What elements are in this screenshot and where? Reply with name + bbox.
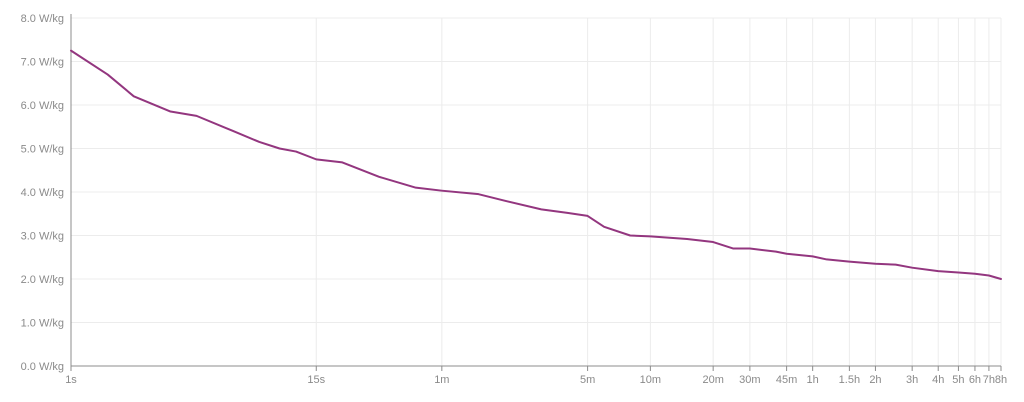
x-tick-label: 20m [702,374,723,386]
x-tick-label: 5m [580,374,595,386]
y-tick-label: 2.0 W/kg [21,274,64,286]
x-tick-label: 8h [995,374,1007,386]
x-tick-labels: 1s 15s 1m 5m 10m 20m 30m 45m 1h 1.5h 2h 3h 4h 5h 6h 7h 8… [65,374,1007,386]
y-tick-label: 7.0 W/kg [21,57,64,69]
y-tick-label: 1.0 W/kg [21,318,64,330]
x-tick-label: 4h [932,374,944,386]
x-tick-label: 45m [776,374,797,386]
x-tick-label: 3h [906,374,918,386]
x-tick-label: 1s [65,374,77,386]
x-tick-label: 1h [807,374,819,386]
series-layer [70,49,1002,280]
y-tick-label: 8.0 W/kg [21,13,64,25]
y-tick-label: 5.0 W/kg [21,144,64,156]
x-tick-label: 1m [434,374,449,386]
x-tick-label: 10m [640,374,661,386]
y-tick-label: 3.0 W/kg [21,231,64,243]
x-tick-label: 30m [739,374,760,386]
y-tick-label: 0.0 W/kg [21,361,64,373]
x-tick-label: 1.5h [839,374,860,386]
x-tick-label: 7h [983,374,995,386]
x-tick-label: 15s [307,374,325,386]
y-tick-labels: 0.0 W/kg 1.0 W/kg 2.0 W/kg 3.0 W/kg 4.0 W/kg… [21,13,64,373]
grid-layer [71,17,1002,366]
x-tick-label: 5h [952,374,964,386]
y-tick-label: 6.0 W/kg [21,100,64,112]
axis-layer [70,14,1002,371]
x-tick-label: 2h [869,374,881,386]
y-tick-label: 4.0 W/kg [21,187,64,199]
x-tick-label: 6h [969,374,981,386]
power-curve-line [70,49,1002,280]
